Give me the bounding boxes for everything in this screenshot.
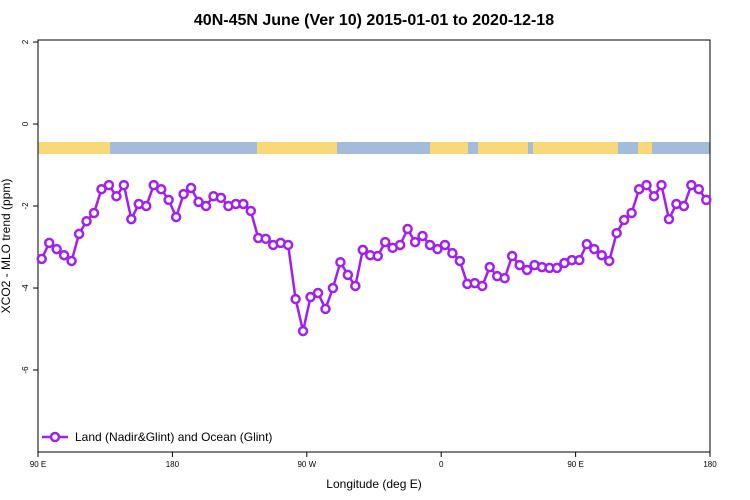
data-point — [596, 249, 607, 261]
data-point — [477, 280, 488, 292]
data-point — [103, 179, 115, 191]
x-tick-label: 180 — [703, 460, 717, 469]
data-point — [663, 213, 675, 225]
data-point — [603, 255, 615, 267]
data-point — [394, 239, 406, 251]
x-tick-label: 90 E — [30, 460, 46, 469]
data-point — [693, 183, 705, 195]
data-point — [701, 194, 712, 206]
data-point — [484, 261, 495, 273]
data-point — [686, 179, 697, 191]
data-point — [454, 255, 466, 267]
data-point — [96, 183, 107, 195]
data-point — [305, 291, 316, 303]
y-tick-label: 0 — [21, 121, 30, 126]
data-point — [111, 190, 122, 202]
data-point — [73, 228, 85, 240]
y-tick-label: 2 — [21, 39, 30, 44]
data-point — [618, 214, 630, 226]
data-point — [297, 325, 309, 337]
data-point — [320, 303, 331, 315]
data-point — [514, 259, 525, 271]
data-point — [170, 211, 182, 223]
data-point — [506, 250, 518, 262]
data-point — [372, 250, 383, 262]
data-point — [357, 244, 369, 256]
data-point — [439, 239, 451, 251]
data-point — [238, 198, 249, 210]
data-point — [66, 255, 77, 267]
data-point — [551, 262, 563, 274]
x-tick-label: 0 — [439, 460, 444, 469]
plot-frame — [37, 39, 711, 453]
data-point — [521, 264, 533, 276]
legend-marker — [49, 431, 61, 443]
data-point — [648, 190, 660, 202]
data-point — [409, 236, 421, 248]
x-tick-label: 180 — [166, 460, 180, 469]
legend: Land (Nadir&Glint) and Ocean (Glint) — [42, 430, 272, 444]
data-point — [656, 179, 667, 191]
land-ocean-strip — [38, 142, 710, 154]
data-point — [379, 236, 391, 248]
data-point — [200, 200, 212, 212]
data-point — [81, 215, 92, 227]
data-point — [185, 182, 197, 194]
data-point — [36, 253, 47, 265]
data-point — [589, 243, 600, 255]
legend-label: Land (Nadir&Glint) and Ocean (Glint) — [75, 430, 272, 444]
data-point — [342, 269, 354, 281]
data-point — [432, 243, 443, 255]
data-point — [290, 293, 301, 305]
data-point — [335, 256, 346, 268]
chart-title: 40N-45N June (Ver 10) 2015-01-01 to 2020… — [194, 12, 554, 29]
data-point — [402, 223, 413, 235]
data-point — [51, 243, 62, 255]
data-point — [163, 194, 174, 206]
data-point — [312, 287, 324, 299]
data-point — [43, 237, 55, 249]
data-point — [447, 247, 458, 259]
data-point — [155, 183, 167, 195]
data-point — [633, 183, 645, 195]
data-point — [141, 200, 152, 212]
data-point — [193, 196, 204, 208]
x-tick-label: 90 E — [567, 460, 583, 469]
data-point — [88, 207, 100, 219]
y-tick-label: -6 — [21, 366, 30, 374]
data-point — [260, 233, 271, 245]
data-point — [215, 192, 227, 204]
data-point — [178, 188, 189, 200]
data-point — [126, 213, 137, 225]
y-axis-label: XCO2 - MLO trend (ppm) — [0, 179, 13, 314]
data-point — [499, 272, 510, 284]
x-axis-label: Longitude (deg E) — [326, 477, 421, 491]
y-tick-label: -4 — [21, 284, 30, 292]
data-point — [148, 179, 159, 191]
x-tick-label: 90 W — [297, 460, 316, 469]
data-point — [626, 207, 637, 219]
data-point — [417, 230, 428, 242]
data-point — [350, 280, 361, 292]
data-point — [327, 282, 339, 294]
data-point — [678, 200, 690, 212]
data-point — [245, 205, 257, 217]
data-point — [574, 254, 585, 266]
data-point — [58, 249, 70, 261]
data-point — [581, 238, 593, 250]
data-point — [424, 239, 436, 251]
y-tick-label: -2 — [21, 202, 30, 210]
data-point — [118, 179, 130, 191]
data-point — [282, 239, 294, 251]
data-point — [611, 227, 622, 239]
data-point — [641, 179, 652, 191]
